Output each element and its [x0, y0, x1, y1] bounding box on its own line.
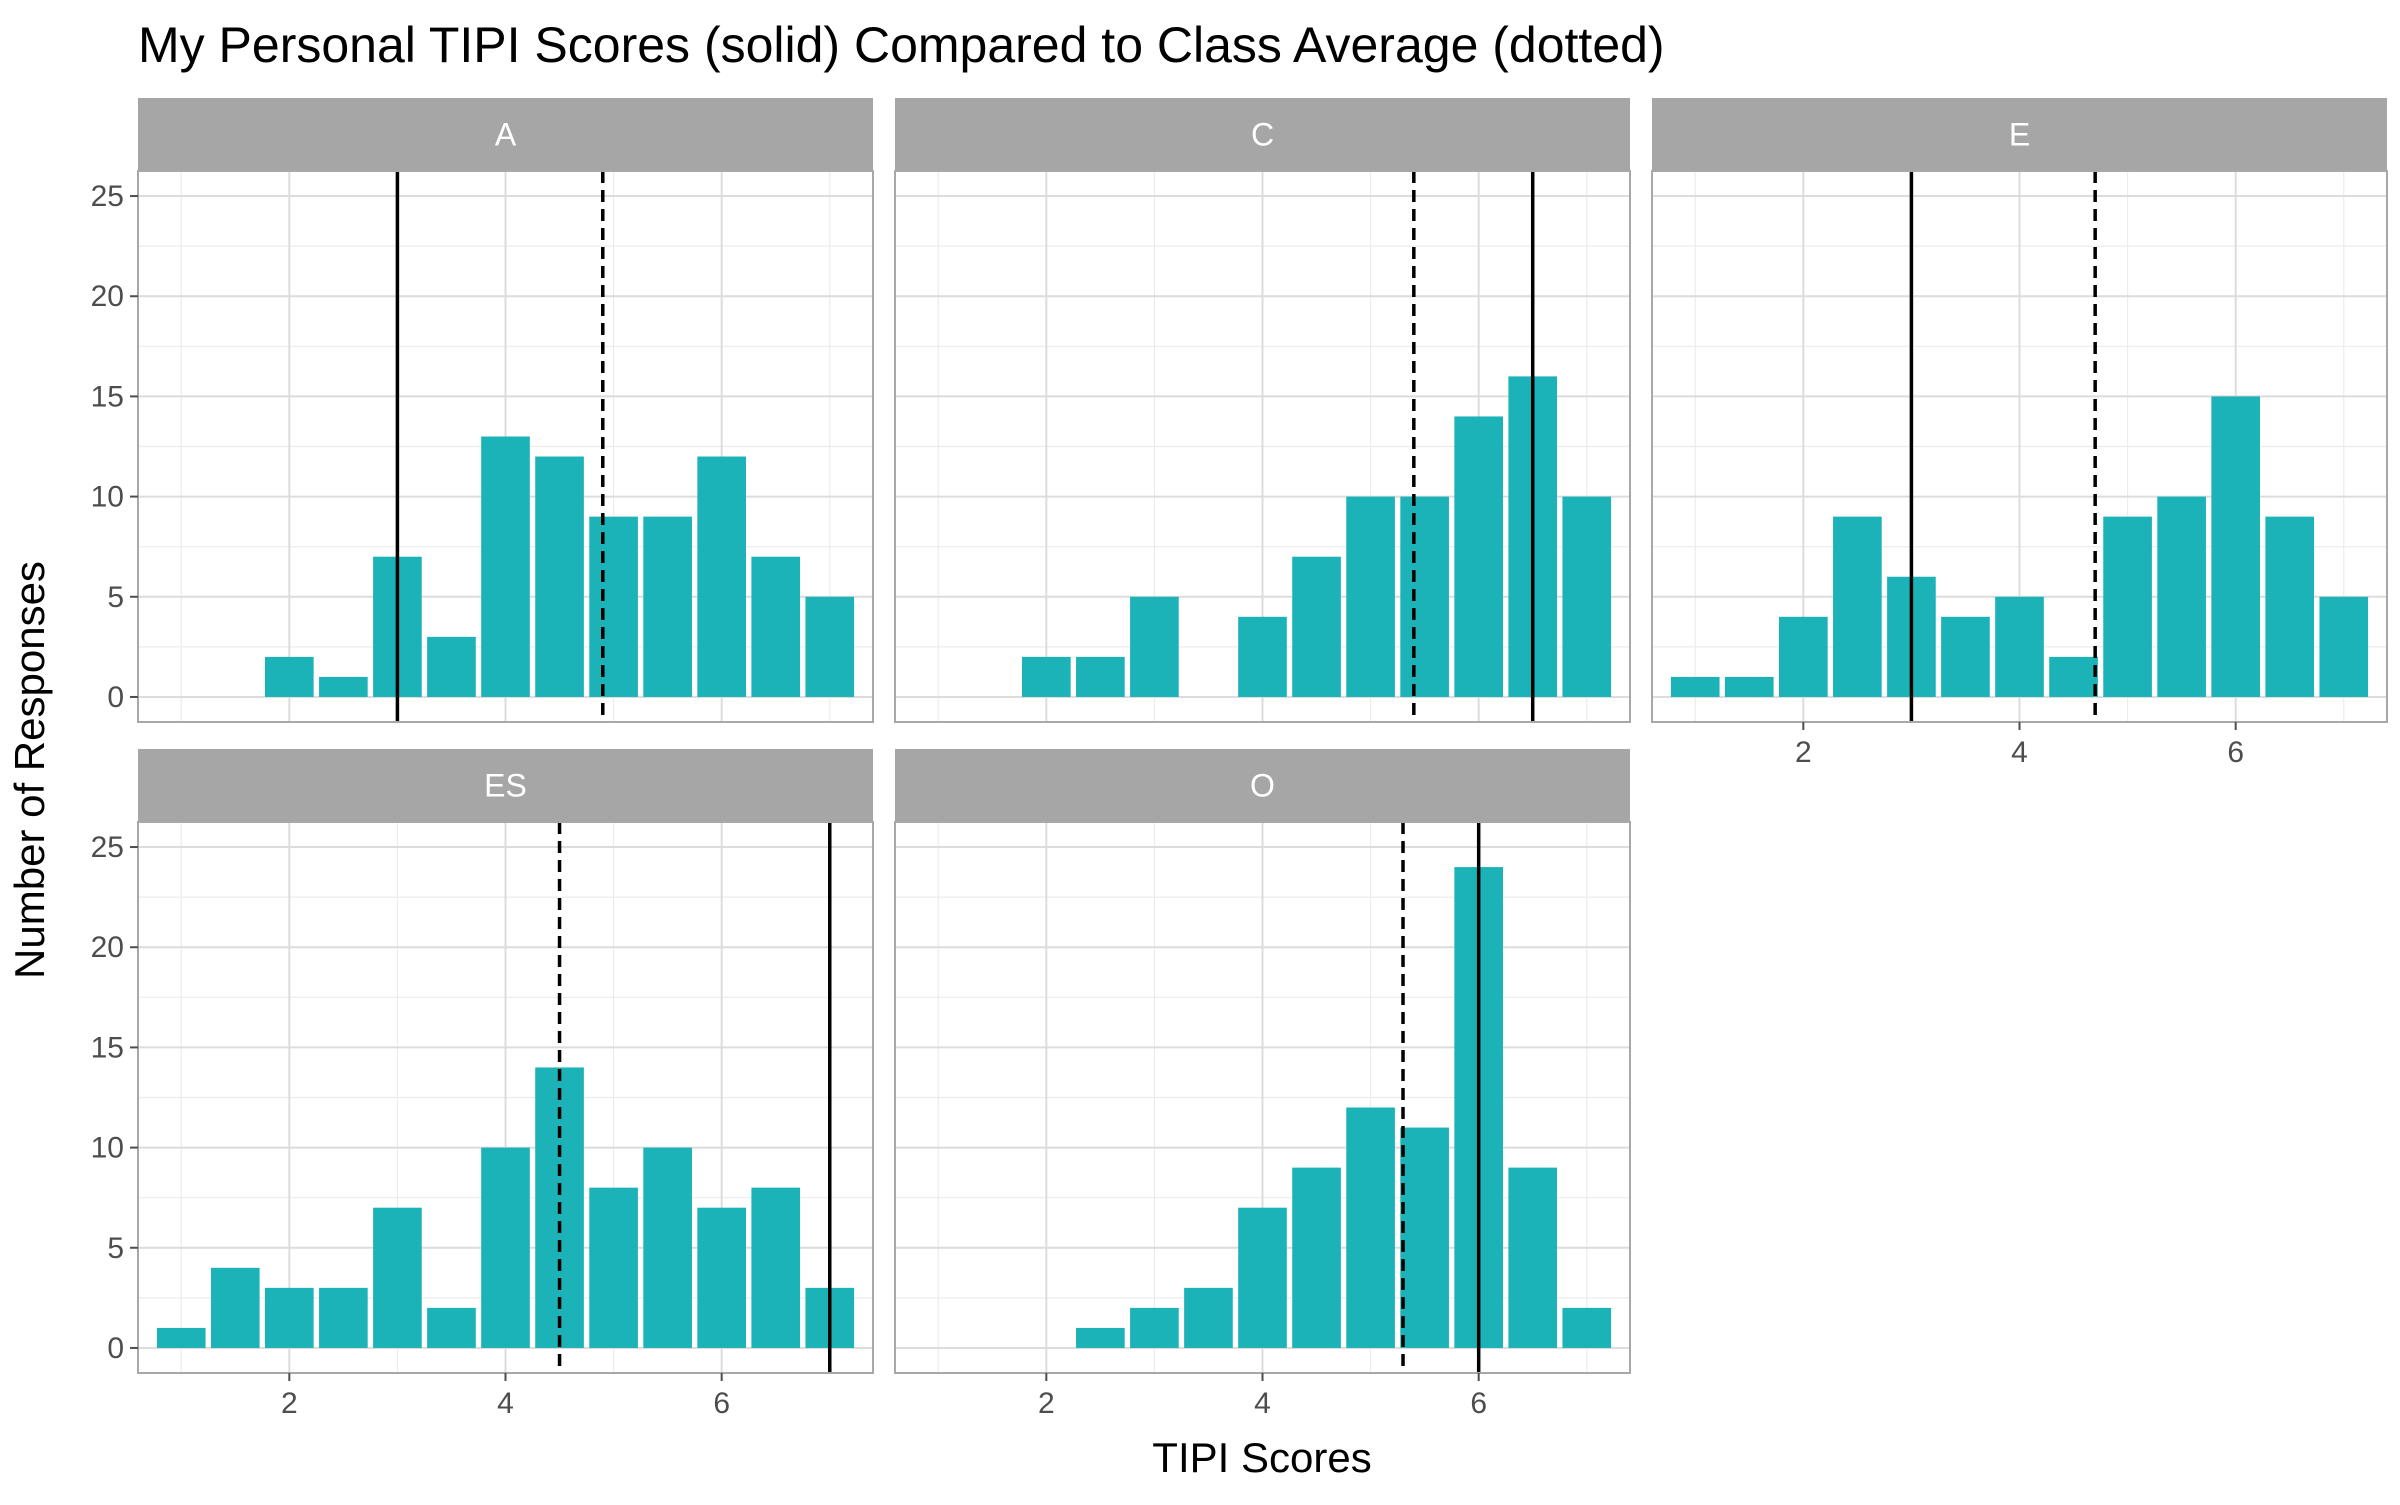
histogram-bar [697, 1207, 746, 1348]
histogram-bar [805, 596, 855, 697]
histogram-bar [2211, 396, 2260, 697]
x-tick-label: 2 [281, 1387, 298, 1420]
facet-panel-o: O 2 4 6 [894, 749, 1631, 1420]
histogram-bar [643, 516, 692, 697]
x-tick-label: 4 [1254, 1387, 1271, 1420]
facet-strip-label: ES [484, 768, 527, 804]
histogram-bar [751, 1187, 801, 1348]
histogram-bar [1184, 1287, 1233, 1348]
histogram-bar [1400, 1127, 1449, 1348]
histogram-bar [427, 636, 476, 697]
histogram-bar [1022, 656, 1071, 697]
histogram-bar [1995, 596, 2044, 697]
histogram-bar [1724, 676, 1774, 697]
histogram-bar [1400, 496, 1449, 697]
histogram-bar [1941, 616, 1990, 697]
histogram-bar [265, 1287, 314, 1348]
y-tick-label: 0 [107, 1332, 124, 1365]
y-tick-label: 5 [107, 581, 124, 614]
histogram-bar [2265, 516, 2315, 697]
facet-panel-es: ES 0 5 10 15 20 25 2 4 6 [91, 749, 874, 1420]
histogram-bar [481, 1147, 530, 1348]
histogram-bar [2157, 496, 2206, 697]
panel-border [894, 170, 1631, 723]
histogram-bar [1346, 1107, 1395, 1348]
histogram-bar [1779, 616, 1828, 697]
facet-strip-es [138, 749, 873, 822]
histogram-bar [1292, 1167, 1341, 1348]
histogram-bar [1238, 616, 1287, 697]
facet-strip-e [1652, 98, 2387, 171]
histogram-bar [1833, 516, 1882, 697]
histogram-bar [319, 1287, 368, 1348]
x-tick-label: 6 [1470, 1387, 1487, 1420]
histogram-bar [1670, 676, 1720, 697]
histogram-bar [1130, 1307, 1179, 1348]
y-axis-title: Number of Responses [6, 561, 53, 979]
y-tick-label: 20 [91, 280, 124, 313]
chart-title: My Personal TIPI Scores (solid) Compared… [138, 17, 1665, 73]
y-tick-label: 25 [91, 180, 124, 213]
histogram-bar [1508, 1167, 1558, 1348]
y-tick-label: 0 [107, 681, 124, 714]
histogram-bar [1130, 596, 1179, 697]
histogram-bar [1562, 496, 1612, 697]
y-tick-label: 15 [91, 380, 124, 413]
x-tick-label: 4 [497, 1387, 514, 1420]
histogram-bar [1562, 1307, 1612, 1348]
x-axis-title: TIPI Scores [1152, 1434, 1371, 1481]
facet-panel-e: E 2 4 6 [1651, 98, 2388, 769]
histogram-bar [156, 1327, 206, 1348]
x-tick-label: 6 [713, 1387, 730, 1420]
histogram-bar [1238, 1207, 1287, 1348]
y-tick-label: 15 [91, 1031, 124, 1064]
histogram-bar [319, 676, 368, 697]
panel-border [137, 170, 874, 723]
facet-panel-c: C [894, 98, 1631, 723]
histogram-bar [2103, 516, 2152, 697]
facet-strip-o [895, 749, 1630, 822]
facet-strip-c [895, 98, 1630, 171]
histogram-bar [481, 436, 530, 697]
facet-strip-label: E [2009, 117, 2030, 153]
facet-strip-a [138, 98, 873, 171]
facet-strip-label: O [1250, 768, 1275, 804]
histogram-bar [535, 456, 584, 697]
histogram-bar [1076, 656, 1125, 697]
histogram-bar [751, 556, 801, 697]
histogram-bar [643, 1147, 692, 1348]
x-tick-label: 4 [2011, 736, 2028, 769]
histogram-bar [1292, 556, 1341, 697]
y-tick-label: 5 [107, 1232, 124, 1265]
histogram-bar [1454, 416, 1503, 697]
facet-strip-label: C [1251, 117, 1274, 153]
histogram-bar [2049, 656, 2098, 697]
y-tick-label: 10 [91, 1132, 124, 1165]
histogram-bar [210, 1267, 260, 1348]
y-tick-label: 10 [91, 481, 124, 514]
histogram-bar [697, 456, 746, 697]
y-tick-label: 25 [91, 831, 124, 864]
histogram-bar [589, 1187, 638, 1348]
histogram-bar [427, 1307, 476, 1348]
histogram-bar [373, 1207, 422, 1348]
facet-panel-a: A 0 5 10 15 20 25 [91, 98, 874, 723]
histogram-bar [1076, 1327, 1125, 1348]
x-tick-label: 2 [1038, 1387, 1055, 1420]
x-tick-label: 2 [1795, 736, 1812, 769]
x-tick-label: 6 [2227, 736, 2244, 769]
histogram-bar [589, 516, 638, 697]
histogram-bar [2319, 596, 2369, 697]
histogram-bar [1346, 496, 1395, 697]
facet-strip-label: A [495, 117, 517, 153]
y-tick-label: 20 [91, 931, 124, 964]
histogram-bar [265, 656, 314, 697]
